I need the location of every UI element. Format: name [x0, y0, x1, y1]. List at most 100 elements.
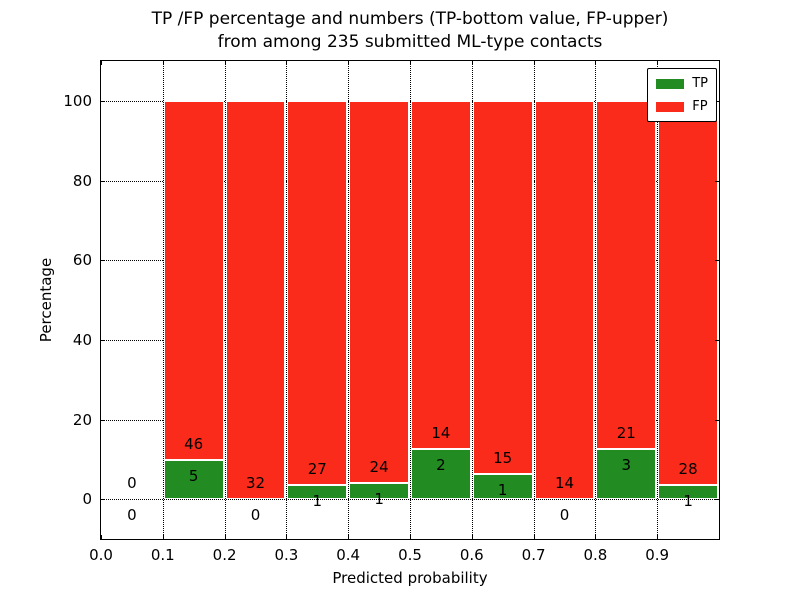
legend-swatch-fp — [656, 101, 685, 112]
y-tick-mark-right — [715, 419, 719, 421]
y-tick-mark-right — [715, 260, 719, 262]
y-tick-mark — [101, 499, 105, 501]
x-tick-label: 0.0 — [89, 546, 113, 564]
y-tick-label: 40 — [72, 330, 92, 349]
x-tick-mark — [286, 535, 288, 539]
tp-count-label: 0 — [250, 506, 261, 525]
chart-title: TP /FP percentage and numbers (TP-bottom… — [100, 8, 720, 54]
x-axis-label: Predicted probability — [332, 569, 488, 587]
x-tick-mark-top — [410, 61, 411, 65]
y-tick-label: 80 — [72, 171, 92, 190]
tp-count-label: 3 — [621, 456, 632, 475]
fp-count-label: 32 — [245, 474, 266, 493]
fp-count-label: 14 — [554, 474, 575, 493]
x-tick-mark — [471, 535, 473, 539]
fp-count-label: 15 — [493, 449, 513, 468]
tp-count-label: 1 — [312, 491, 323, 510]
tp-count-label: 1 — [497, 481, 508, 500]
x-tick-mark-top — [533, 61, 535, 65]
bar-fp-segment — [411, 100, 471, 450]
bar-tp-segment — [163, 460, 224, 500]
x-gridline — [471, 61, 473, 539]
y-tick-mark — [101, 260, 105, 262]
plot-area: 0 0 46 5 32 0 27 1 24 1 14 2 15 1 14 0 21 3 28 1 TP FP — [100, 60, 720, 540]
x-tick-label: 0.7 — [521, 546, 546, 564]
legend: TP FP — [647, 68, 717, 122]
x-tick-mark — [595, 535, 597, 539]
x-gridline — [224, 61, 226, 539]
legend-item-tp: TP — [656, 75, 708, 92]
x-tick-mark — [162, 535, 164, 539]
x-tick-mark-top — [595, 61, 597, 65]
y-tick-label: 20 — [72, 410, 92, 429]
tp-count-label: 0 — [127, 506, 137, 525]
tp-count-label: 0 — [559, 506, 570, 525]
x-gridline — [410, 61, 411, 539]
y-tick-label: 60 — [72, 251, 92, 270]
x-tick-label: 0.8 — [583, 546, 608, 564]
x-tick-mark-top — [471, 61, 473, 65]
x-tick-mark — [533, 535, 535, 539]
x-tick-mark-top — [657, 61, 659, 65]
bar-fp-segment — [534, 100, 595, 500]
x-tick-label: 0.2 — [212, 546, 237, 564]
fp-count-label: 46 — [184, 435, 204, 454]
legend-label: FP — [692, 99, 708, 114]
fp-count-label: 0 — [127, 474, 137, 493]
tp-count-label: 1 — [374, 490, 384, 509]
x-tick-label: 0.4 — [336, 546, 361, 564]
bar-fp-segment — [225, 100, 286, 500]
y-tick-mark-right — [715, 499, 719, 501]
x-gridline — [162, 61, 164, 539]
x-tick-label: 0.9 — [645, 546, 670, 564]
y-tick-mark-right — [715, 180, 719, 182]
x-tick-mark — [410, 535, 411, 539]
x-tick-mark-top — [286, 61, 288, 65]
chart-title-line2: from among 235 submitted ML-type contact… — [217, 32, 603, 52]
x-tick-mark-top — [162, 61, 164, 65]
x-tick-label: 0.3 — [274, 546, 299, 564]
bar-tp-segment — [349, 483, 409, 500]
bar-fp-segment — [349, 100, 409, 484]
x-tick-mark — [348, 535, 350, 539]
legend-item-fp: FP — [656, 98, 708, 115]
x-tick-mark — [224, 535, 226, 539]
y-tick-mark — [101, 100, 105, 102]
x-gridline — [595, 61, 597, 539]
x-tick-mark-top — [101, 61, 102, 65]
x-gridline — [286, 61, 288, 539]
x-tick-label: 0.6 — [459, 546, 484, 564]
x-gridline — [348, 61, 350, 539]
bar-fp-segment — [472, 100, 533, 475]
tp-count-label: 5 — [188, 467, 199, 486]
y-axis-label: Percentage — [37, 257, 55, 343]
x-tick-mark — [657, 535, 659, 539]
tp-count-label: 2 — [436, 456, 446, 475]
fp-count-label: 24 — [369, 458, 389, 477]
bar-fp-segment — [658, 100, 718, 486]
bar-tp-segment — [658, 485, 718, 500]
y-tick-mark — [101, 180, 105, 182]
y-tick-label: 100 — [63, 91, 92, 110]
y-tick-mark-right — [715, 339, 719, 341]
x-tick-label: 0.5 — [398, 546, 422, 564]
x-tick-mark-top — [224, 61, 226, 65]
x-gridline — [657, 61, 659, 539]
x-tick-mark-top — [348, 61, 350, 65]
y-tick-mark-right — [715, 100, 719, 102]
bar-tp-segment — [596, 449, 657, 500]
bar-fp-segment — [287, 100, 348, 485]
legend-swatch-tp — [656, 78, 685, 89]
fp-count-label: 21 — [616, 424, 636, 443]
fp-count-label: 28 — [678, 460, 698, 479]
legend-label: TP — [692, 76, 708, 91]
x-tick-mark — [101, 535, 102, 539]
chart-title-line1: TP /FP percentage and numbers (TP-bottom… — [151, 9, 669, 29]
bar-tp-segment — [411, 449, 471, 500]
y-tick-mark — [101, 339, 105, 341]
x-tick-label: 0.1 — [150, 546, 175, 564]
bar-tp-segment — [472, 474, 533, 500]
tp-count-label: 1 — [683, 492, 693, 511]
bar-tp-segment — [287, 484, 348, 500]
